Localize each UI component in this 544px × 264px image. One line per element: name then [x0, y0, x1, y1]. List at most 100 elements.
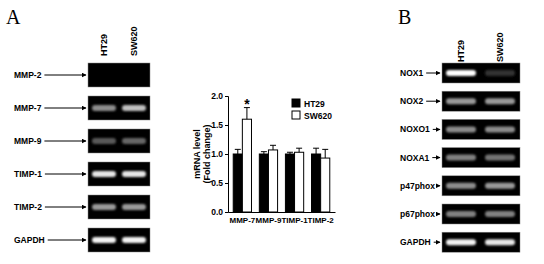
row-label: TIMP-1 — [14, 169, 42, 179]
band — [92, 204, 116, 210]
error-bar — [235, 149, 241, 154]
x-tick-label: MMP-7 — [229, 216, 255, 225]
bar — [321, 158, 330, 212]
gel-strip — [88, 162, 150, 186]
band — [446, 70, 476, 76]
gel-strip — [442, 176, 520, 196]
error-bar — [270, 145, 276, 150]
x-tick-label: TIMP-1 — [281, 216, 308, 225]
y-axis-title: mRNA level — [192, 129, 202, 179]
y-tick: 1.5 — [211, 120, 228, 130]
x-tick-label: MMP-9 — [256, 216, 282, 225]
arrow — [44, 75, 86, 76]
lane-label: HT29 — [99, 34, 109, 56]
y-tick-label: 2.0 — [211, 91, 223, 101]
arrow — [48, 240, 86, 241]
band — [122, 138, 146, 144]
row-label: MMP-9 — [14, 136, 42, 146]
band — [446, 98, 476, 104]
band — [446, 239, 476, 245]
arrow — [44, 141, 86, 142]
error-bar — [261, 152, 267, 154]
y-tick-label: 1.5 — [211, 120, 223, 130]
legend-swatch — [292, 99, 300, 107]
error-bar — [287, 152, 293, 154]
band — [446, 183, 476, 189]
y-axis-title: (Fold change) — [202, 125, 212, 184]
bar — [295, 152, 304, 212]
row-label: p47phox — [400, 181, 435, 191]
gel-strip — [442, 63, 520, 83]
x-tick: MMP-7 — [229, 216, 255, 225]
row-label: NOX1 — [400, 68, 423, 78]
y-tick: 2.0 — [211, 91, 228, 101]
bar — [268, 150, 277, 212]
y-tick: 0.0 — [211, 207, 228, 217]
error-bar — [313, 148, 319, 154]
gel-strip — [442, 148, 520, 168]
row-label: p67phox — [400, 209, 435, 219]
error-bar — [296, 148, 302, 152]
error-bar — [322, 149, 328, 158]
row-label: MMP-7 — [14, 103, 42, 113]
band — [122, 171, 146, 177]
band — [92, 105, 116, 111]
bar — [285, 154, 294, 212]
y-tick-mark — [225, 183, 228, 184]
row-label: NOXO1 — [400, 124, 430, 134]
bar — [312, 154, 321, 212]
x-tick: TIMP-1 — [281, 216, 308, 225]
band — [92, 72, 116, 78]
arrow — [45, 174, 86, 175]
band — [485, 98, 515, 104]
lane-label: HT29 — [456, 40, 466, 62]
y-axis: 0.0 0.5 1.0 1.5 2.0 — [211, 91, 228, 217]
y-tick-mark — [225, 125, 228, 126]
band — [122, 237, 146, 243]
gel-strip — [442, 204, 520, 224]
arrow — [434, 242, 440, 243]
row-label: GAPDH — [14, 235, 45, 245]
arrow — [45, 207, 86, 208]
gel-strip — [88, 228, 150, 252]
lane-label: SW620 — [129, 26, 139, 56]
band — [92, 138, 116, 144]
x-tick-label: TIMP-2 — [308, 216, 335, 225]
y-tick-mark — [225, 96, 228, 97]
x-axis: MMP-7MMP-9TIMP-1TIMP-2 — [229, 213, 336, 225]
lane-label: SW620 — [495, 32, 505, 62]
x-tick: TIMP-2 — [308, 216, 335, 225]
y-tick: 1.0 — [211, 149, 228, 159]
arrow — [438, 185, 440, 186]
band — [485, 211, 515, 217]
band — [92, 237, 116, 243]
row-label: NOXA1 — [400, 153, 430, 163]
arrow — [426, 73, 440, 74]
x-tick: MMP-9 — [256, 216, 282, 225]
legend-swatch — [292, 111, 300, 119]
band — [485, 183, 515, 189]
x-axis-line — [229, 212, 336, 213]
arrow — [44, 108, 86, 109]
band — [485, 70, 515, 76]
arrow — [438, 214, 440, 215]
row-label: TIMP-2 — [14, 202, 42, 212]
y-tick: 0.5 — [211, 178, 228, 188]
arrow — [426, 101, 440, 102]
arrow — [433, 129, 440, 130]
band — [446, 126, 476, 132]
band — [122, 72, 146, 78]
gel-strip — [442, 119, 520, 139]
row-label: MMP-2 — [14, 70, 42, 80]
legend-label: SW620 — [304, 111, 332, 121]
legend-label: HT29 — [304, 99, 325, 109]
arrow — [432, 157, 440, 158]
bar — [233, 154, 242, 212]
bar — [242, 119, 251, 212]
panel-0: AHT29SW620MMP-2MMP-7MMP-9TIMP-1TIMP-2GAP… — [6, 6, 150, 252]
row-label: GAPDH — [400, 237, 431, 247]
band — [485, 155, 515, 161]
y-tick-label: 1.0 — [211, 149, 223, 159]
band — [446, 211, 476, 217]
y-axis-line — [225, 97, 229, 213]
